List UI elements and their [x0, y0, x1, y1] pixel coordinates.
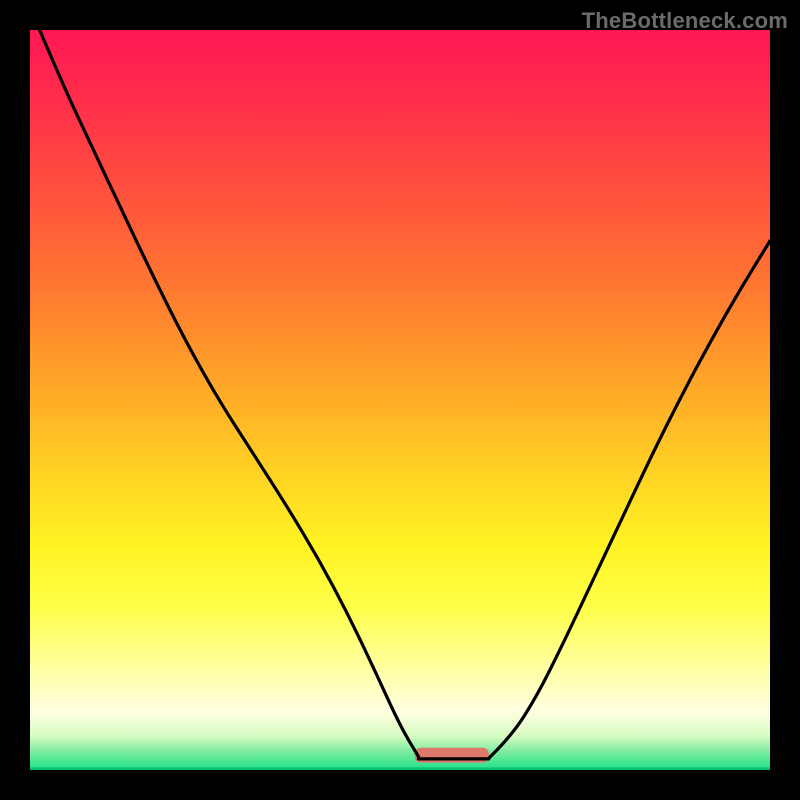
chart-background	[30, 30, 770, 770]
chart-svg	[30, 30, 770, 770]
bottleneck-chart	[30, 30, 770, 770]
watermark-text: TheBottleneck.com	[582, 8, 788, 34]
